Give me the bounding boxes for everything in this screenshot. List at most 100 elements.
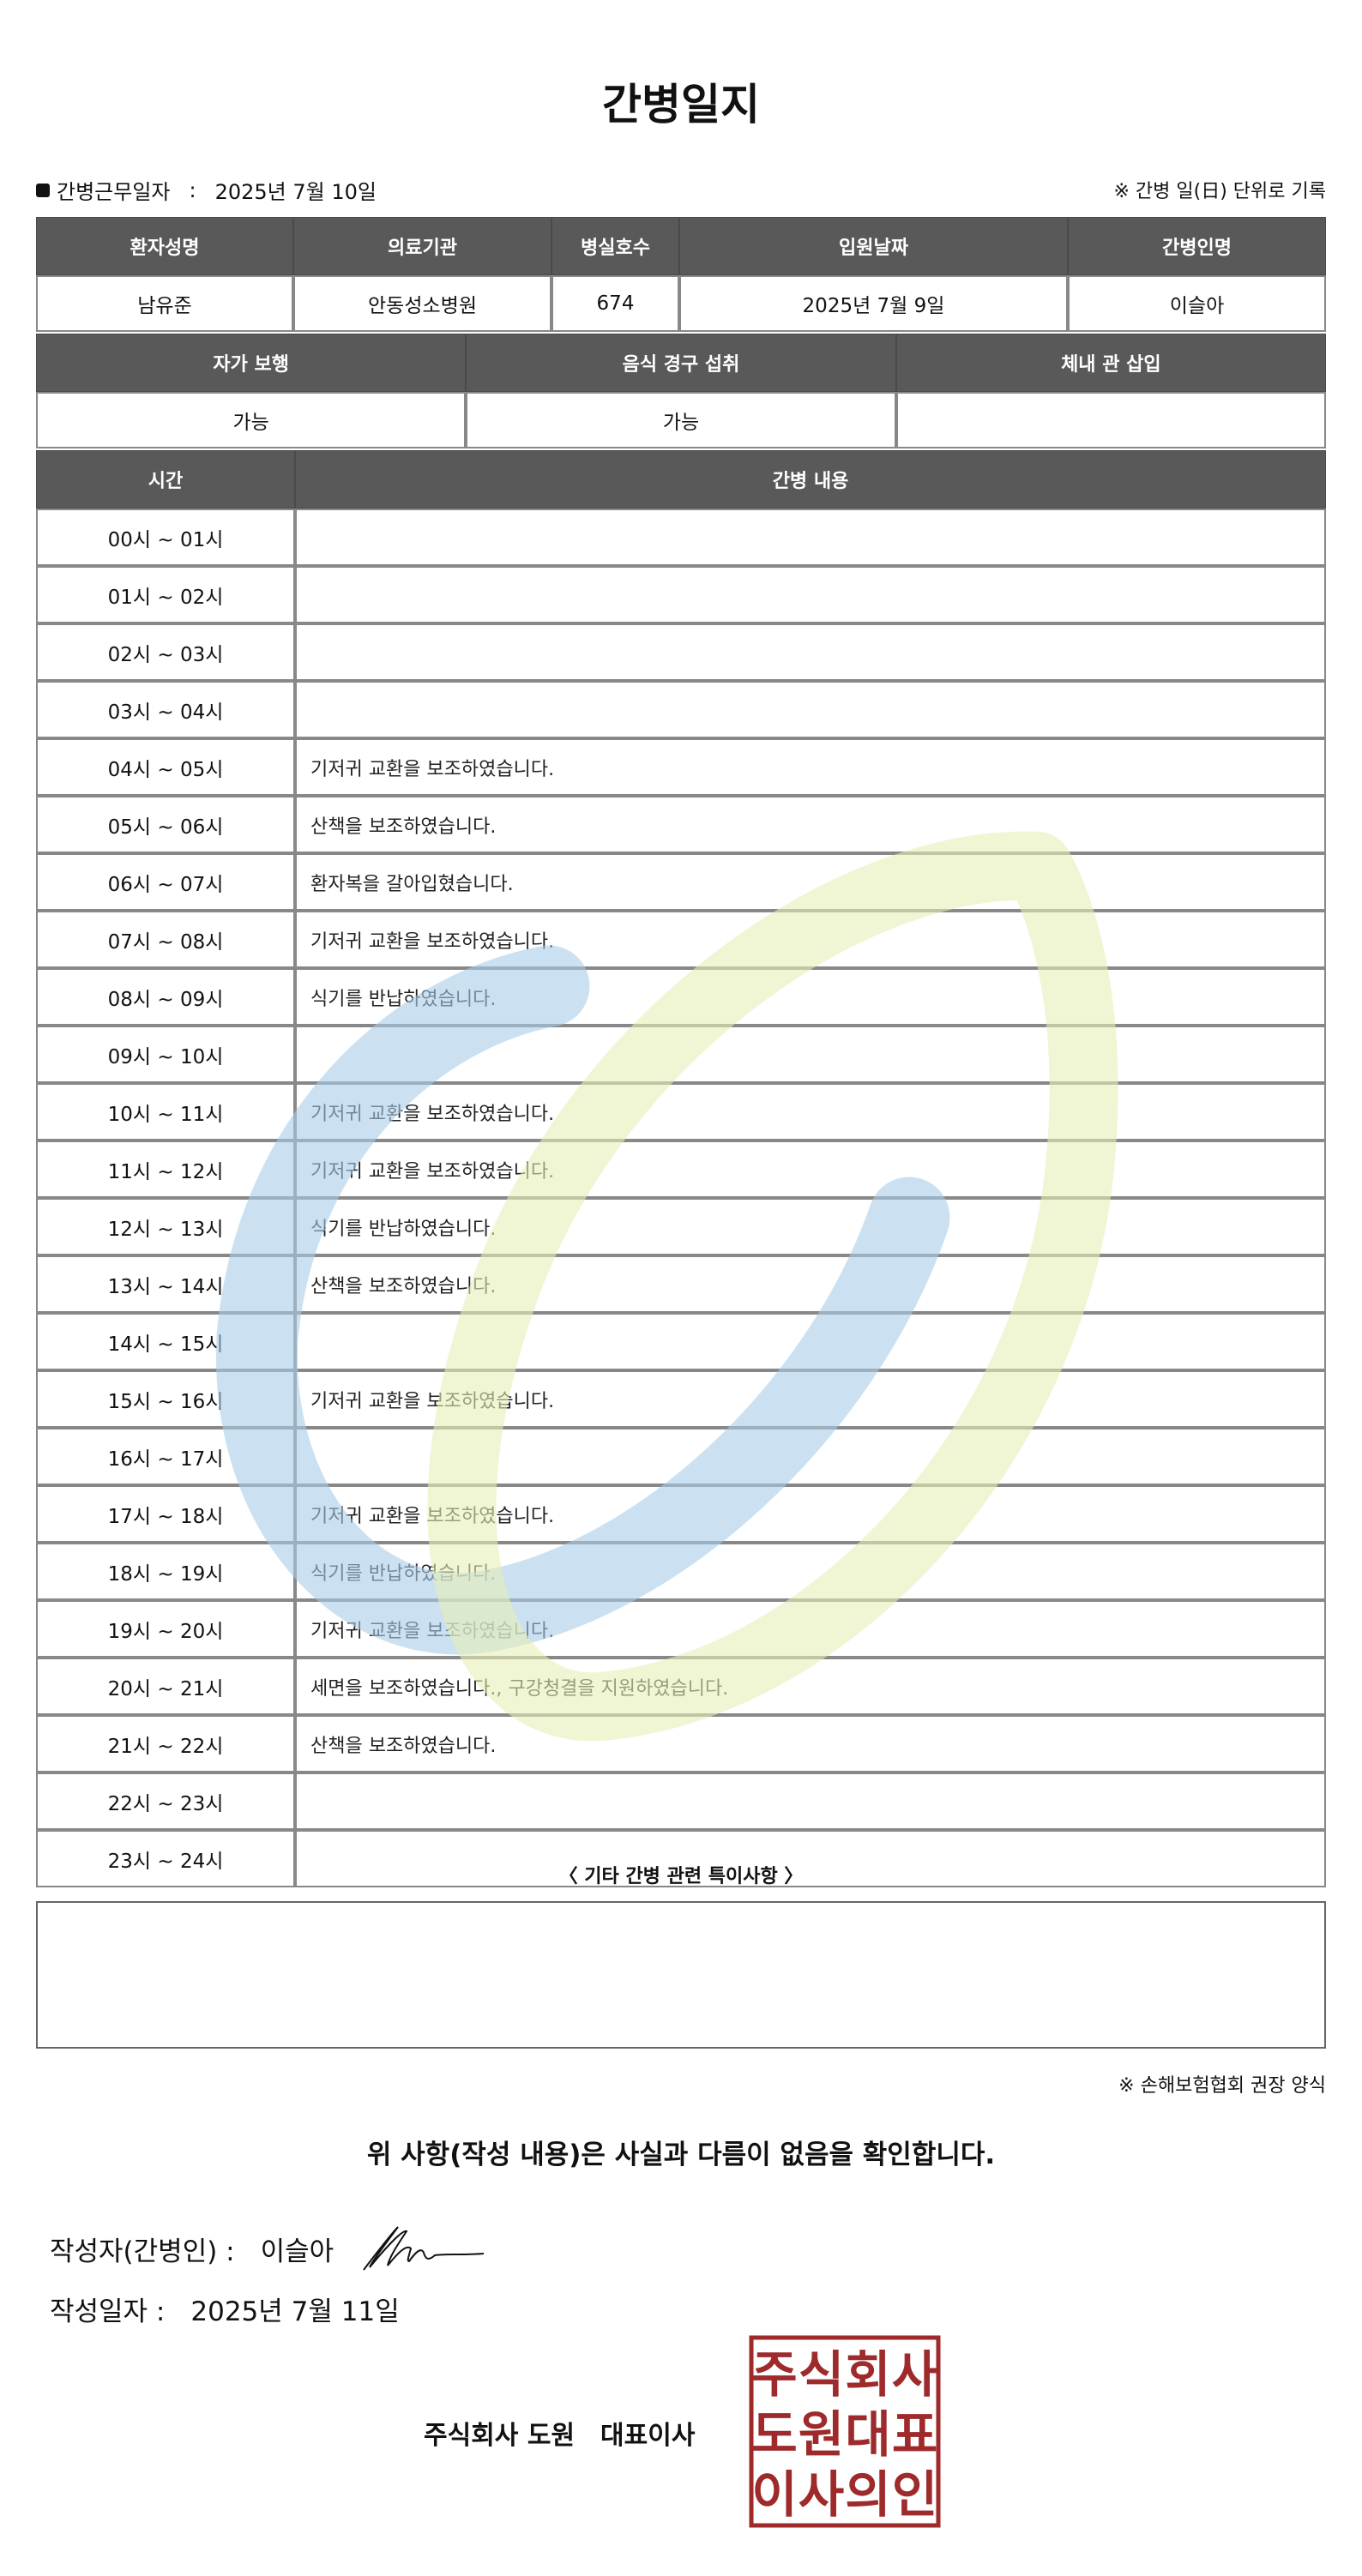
content-cell bbox=[295, 509, 1326, 566]
patient-value: 2025년 7월 9일 bbox=[679, 275, 1068, 332]
time-cell: 20시 ~ 21시 bbox=[36, 1658, 295, 1715]
time-cell: 08시 ~ 09시 bbox=[36, 968, 295, 1026]
table-row: 01시 ~ 02시 bbox=[36, 566, 1326, 623]
status-value bbox=[895, 392, 1326, 448]
content-cell bbox=[295, 1830, 1326, 1887]
table-row: 12시 ~ 13시 식기를 반납하였습니다. bbox=[36, 1198, 1326, 1255]
seal-character: 사 bbox=[799, 2465, 844, 2524]
table-row: 13시 ~ 14시 산책을 보조하였습니다. bbox=[36, 1255, 1326, 1313]
table-row: 20시 ~ 21시 세면을 보조하였습니다., 구강청결을 지원하였습니다. bbox=[36, 1658, 1326, 1715]
etc-content-box bbox=[36, 1901, 1326, 2049]
time-cell: 22시 ~ 23시 bbox=[36, 1773, 295, 1830]
table-row: 17시 ~ 18시 기저귀 교환을 보조하였습니다. bbox=[36, 1485, 1326, 1543]
work-date-value: 2025년 7월 10일 bbox=[214, 180, 377, 204]
content-cell: 환자복을 갈아입혔습니다. bbox=[295, 853, 1326, 911]
patient-header: 간병인명 bbox=[1068, 217, 1326, 275]
status-header: 음식 경구 섭취 bbox=[466, 334, 896, 392]
status-value: 가능 bbox=[466, 392, 896, 448]
seal-character: 표 bbox=[892, 2405, 937, 2464]
etc-title: 〈 기타 간병 관련 특이사항 〉 bbox=[558, 1866, 804, 1887]
write-date-value: 2025년 7월 11일 bbox=[190, 2296, 400, 2327]
time-cell: 10시 ~ 11시 bbox=[36, 1083, 295, 1141]
table-row: 00시 ~ 01시 bbox=[36, 509, 1326, 566]
company-seal: 주 식 회 사도 원 대 표이 사 의 인 bbox=[749, 2335, 941, 2528]
table-row: 04시 ~ 05시 기저귀 교환을 보조하였습니다. bbox=[36, 738, 1326, 796]
time-cell: 21시 ~ 22시 bbox=[36, 1715, 295, 1773]
table-row: 08시 ~ 09시 식기를 반납하였습니다. bbox=[36, 968, 1326, 1026]
patient-header: 환자성명 bbox=[36, 217, 293, 275]
time-cell: 18시 ~ 19시 bbox=[36, 1543, 295, 1600]
time-cell: 15시 ~ 16시 bbox=[36, 1370, 295, 1428]
table-row: 23시 ~ 24시 bbox=[36, 1830, 1326, 1887]
bullet-icon bbox=[36, 183, 50, 197]
table-row: 10시 ~ 11시 기저귀 교환을 보조하였습니다. bbox=[36, 1083, 1326, 1141]
table-row: 16시 ~ 17시 bbox=[36, 1428, 1326, 1485]
status-header: 체내 관 삽입 bbox=[895, 334, 1326, 392]
time-cell: 16시 ~ 17시 bbox=[36, 1428, 295, 1485]
content-cell: 기저귀 교환을 보조하였습니다. bbox=[295, 1141, 1326, 1198]
seal-character: 의 bbox=[845, 2465, 890, 2524]
note-bottom: ※ 손해보험협회 권장 양식 bbox=[1118, 2075, 1326, 2097]
patient-table: 환자성명 의료기관 병실호수 입원날짜 간병인명 남유준 안동성소병원 674 2025년 7월… bbox=[36, 217, 1326, 332]
log-header: 간병 내용 bbox=[295, 450, 1326, 509]
content-cell bbox=[295, 623, 1326, 681]
patient-header: 입원날짜 bbox=[679, 217, 1068, 275]
work-date-label: 간병근무일자 bbox=[57, 180, 171, 204]
table-row: 07시 ~ 08시 기저귀 교환을 보조하였습니다. bbox=[36, 911, 1326, 968]
work-date: 간병근무일자 : 2025년 7월 10일 bbox=[36, 175, 377, 205]
content-cell: 기저귀 교환을 보조하였습니다. bbox=[295, 1083, 1326, 1141]
content-cell: 식기를 반납하였습니다. bbox=[295, 1198, 1326, 1255]
table-row: 09시 ~ 10시 bbox=[36, 1026, 1326, 1083]
time-cell: 14시 ~ 15시 bbox=[36, 1313, 295, 1370]
content-cell bbox=[295, 1026, 1326, 1083]
content-cell: 산책을 보조하였습니다. bbox=[295, 796, 1326, 853]
content-cell: 기저귀 교환을 보조하였습니다. bbox=[295, 1485, 1326, 1543]
content-cell bbox=[295, 566, 1326, 623]
content-cell: 세면을 보조하였습니다., 구강청결을 지원하였습니다. bbox=[295, 1658, 1326, 1715]
table-row: 18시 ~ 19시 식기를 반납하였습니다. bbox=[36, 1543, 1326, 1600]
time-cell: 04시 ~ 05시 bbox=[36, 738, 295, 796]
status-value: 가능 bbox=[36, 392, 467, 448]
status-table: 자가 보행 음식 경구 섭취 체내 관 삽입 가능 가능 bbox=[36, 334, 1326, 448]
patient-header: 의료기관 bbox=[293, 217, 551, 275]
seal-character: 인 bbox=[892, 2465, 937, 2524]
content-cell: 식기를 반납하였습니다. bbox=[295, 1543, 1326, 1600]
time-cell: 06시 ~ 07시 bbox=[36, 853, 295, 911]
table-row: 14시 ~ 15시 bbox=[36, 1313, 1326, 1370]
seal-character: 도 bbox=[751, 2405, 797, 2464]
seal-character: 사 bbox=[892, 2345, 937, 2404]
content-cell bbox=[295, 1313, 1326, 1370]
confirm-statement: 위 사항(작성 내용)은 사실과 다름이 없음을 확인합니다. bbox=[366, 2140, 996, 2170]
table-row: 19시 ~ 20시 기저귀 교환을 보조하였습니다. bbox=[36, 1600, 1326, 1658]
patient-value: 674 bbox=[551, 275, 679, 332]
writer-name: 이슬아 bbox=[260, 2236, 334, 2267]
note-top: ※ 간병 일(日) 단위로 기록 bbox=[1113, 181, 1327, 202]
time-cell: 12시 ~ 13시 bbox=[36, 1198, 295, 1255]
write-date: 작성일자 : 2025년 7월 11일 bbox=[50, 2290, 400, 2328]
patient-value: 남유준 bbox=[36, 275, 293, 332]
time-cell: 13시 ~ 14시 bbox=[36, 1255, 295, 1313]
time-cell: 03시 ~ 04시 bbox=[36, 681, 295, 738]
content-cell bbox=[295, 681, 1326, 738]
content-cell: 기저귀 교환을 보조하였습니다. bbox=[295, 738, 1326, 796]
time-cell: 11시 ~ 12시 bbox=[36, 1141, 295, 1198]
content-cell bbox=[295, 1773, 1326, 1830]
writer-label: 작성자(간병인) : bbox=[50, 2236, 235, 2267]
seal-character: 식 bbox=[799, 2345, 844, 2404]
log-header: 시간 bbox=[36, 450, 295, 509]
table-row: 05시 ~ 06시 산책을 보조하였습니다. bbox=[36, 796, 1326, 853]
seal-character: 이 bbox=[751, 2465, 797, 2524]
table-row: 21시 ~ 22시 산책을 보조하였습니다. bbox=[36, 1715, 1326, 1773]
content-cell bbox=[295, 1428, 1326, 1485]
write-date-label: 작성일자 : bbox=[50, 2296, 166, 2327]
signature bbox=[363, 2226, 485, 2271]
seal-character: 원 bbox=[799, 2405, 844, 2464]
table-row: 06시 ~ 07시 환자복을 갈아입혔습니다. bbox=[36, 853, 1326, 911]
time-cell: 01시 ~ 02시 bbox=[36, 566, 295, 623]
care-log-table: 시간 간병 내용 00시 ~ 01시 01시 ~ 02시 02시 ~ 03시 03시 ~… bbox=[36, 450, 1326, 1887]
table-row: 11시 ~ 12시 기저귀 교환을 보조하였습니다. bbox=[36, 1141, 1326, 1198]
table-row: 22시 ~ 23시 bbox=[36, 1773, 1326, 1830]
time-cell: 07시 ~ 08시 bbox=[36, 911, 295, 968]
writer: 작성자(간병인) : 이슬아 bbox=[50, 2223, 488, 2274]
